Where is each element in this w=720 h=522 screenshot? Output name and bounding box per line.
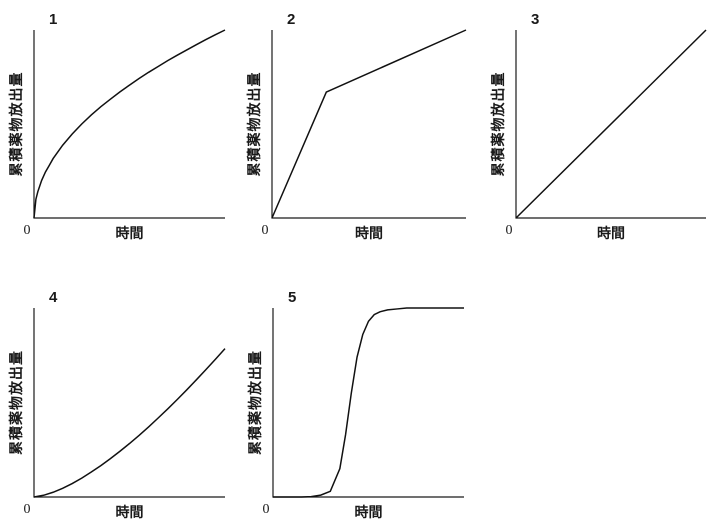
axes [271,30,466,219]
y-axis-label: 累積薬物放出量 [490,72,507,177]
x-axis-label: 時間 [355,225,383,242]
axes [33,30,225,219]
panel-number: 2 [287,11,295,28]
origin-label: 0 [506,223,513,238]
release-curve [33,348,226,498]
origin-label: 0 [24,223,31,238]
axes [33,308,225,498]
y-axis-label: 累積薬物放出量 [8,350,25,455]
chart-panel-1: 1 0 時間 累積薬物放出量 [8,11,226,242]
panel-number: 5 [288,289,296,306]
x-axis-label: 時間 [116,225,144,242]
axes [272,308,464,498]
release-curve [33,29,226,219]
release-curve [273,307,464,498]
chart-panel-5: 5 0 時間 累積薬物放出量 [247,289,464,521]
release-curve [271,29,467,219]
origin-label: 0 [24,502,31,517]
origin-label: 0 [263,502,270,517]
y-axis-label: 累積薬物放出量 [8,72,25,177]
chart-panel-4: 4 0 時間 累積薬物放出量 [8,289,226,521]
chart-panel-3: 3 0 時間 累積薬物放出量 [490,11,707,242]
origin-label: 0 [262,223,269,238]
x-axis-label: 時間 [355,504,383,521]
y-axis-label: 累積薬物放出量 [247,350,264,455]
x-axis-label: 時間 [597,225,625,242]
panel-number: 3 [531,11,539,28]
y-axis-label: 累積薬物放出量 [246,72,263,177]
panel-number: 1 [49,11,57,28]
release-curve [515,29,707,219]
panel-number: 4 [49,289,58,306]
x-axis-label: 時間 [116,504,144,521]
chart-panel-2: 2 0 時間 累積薬物放出量 [246,11,467,242]
